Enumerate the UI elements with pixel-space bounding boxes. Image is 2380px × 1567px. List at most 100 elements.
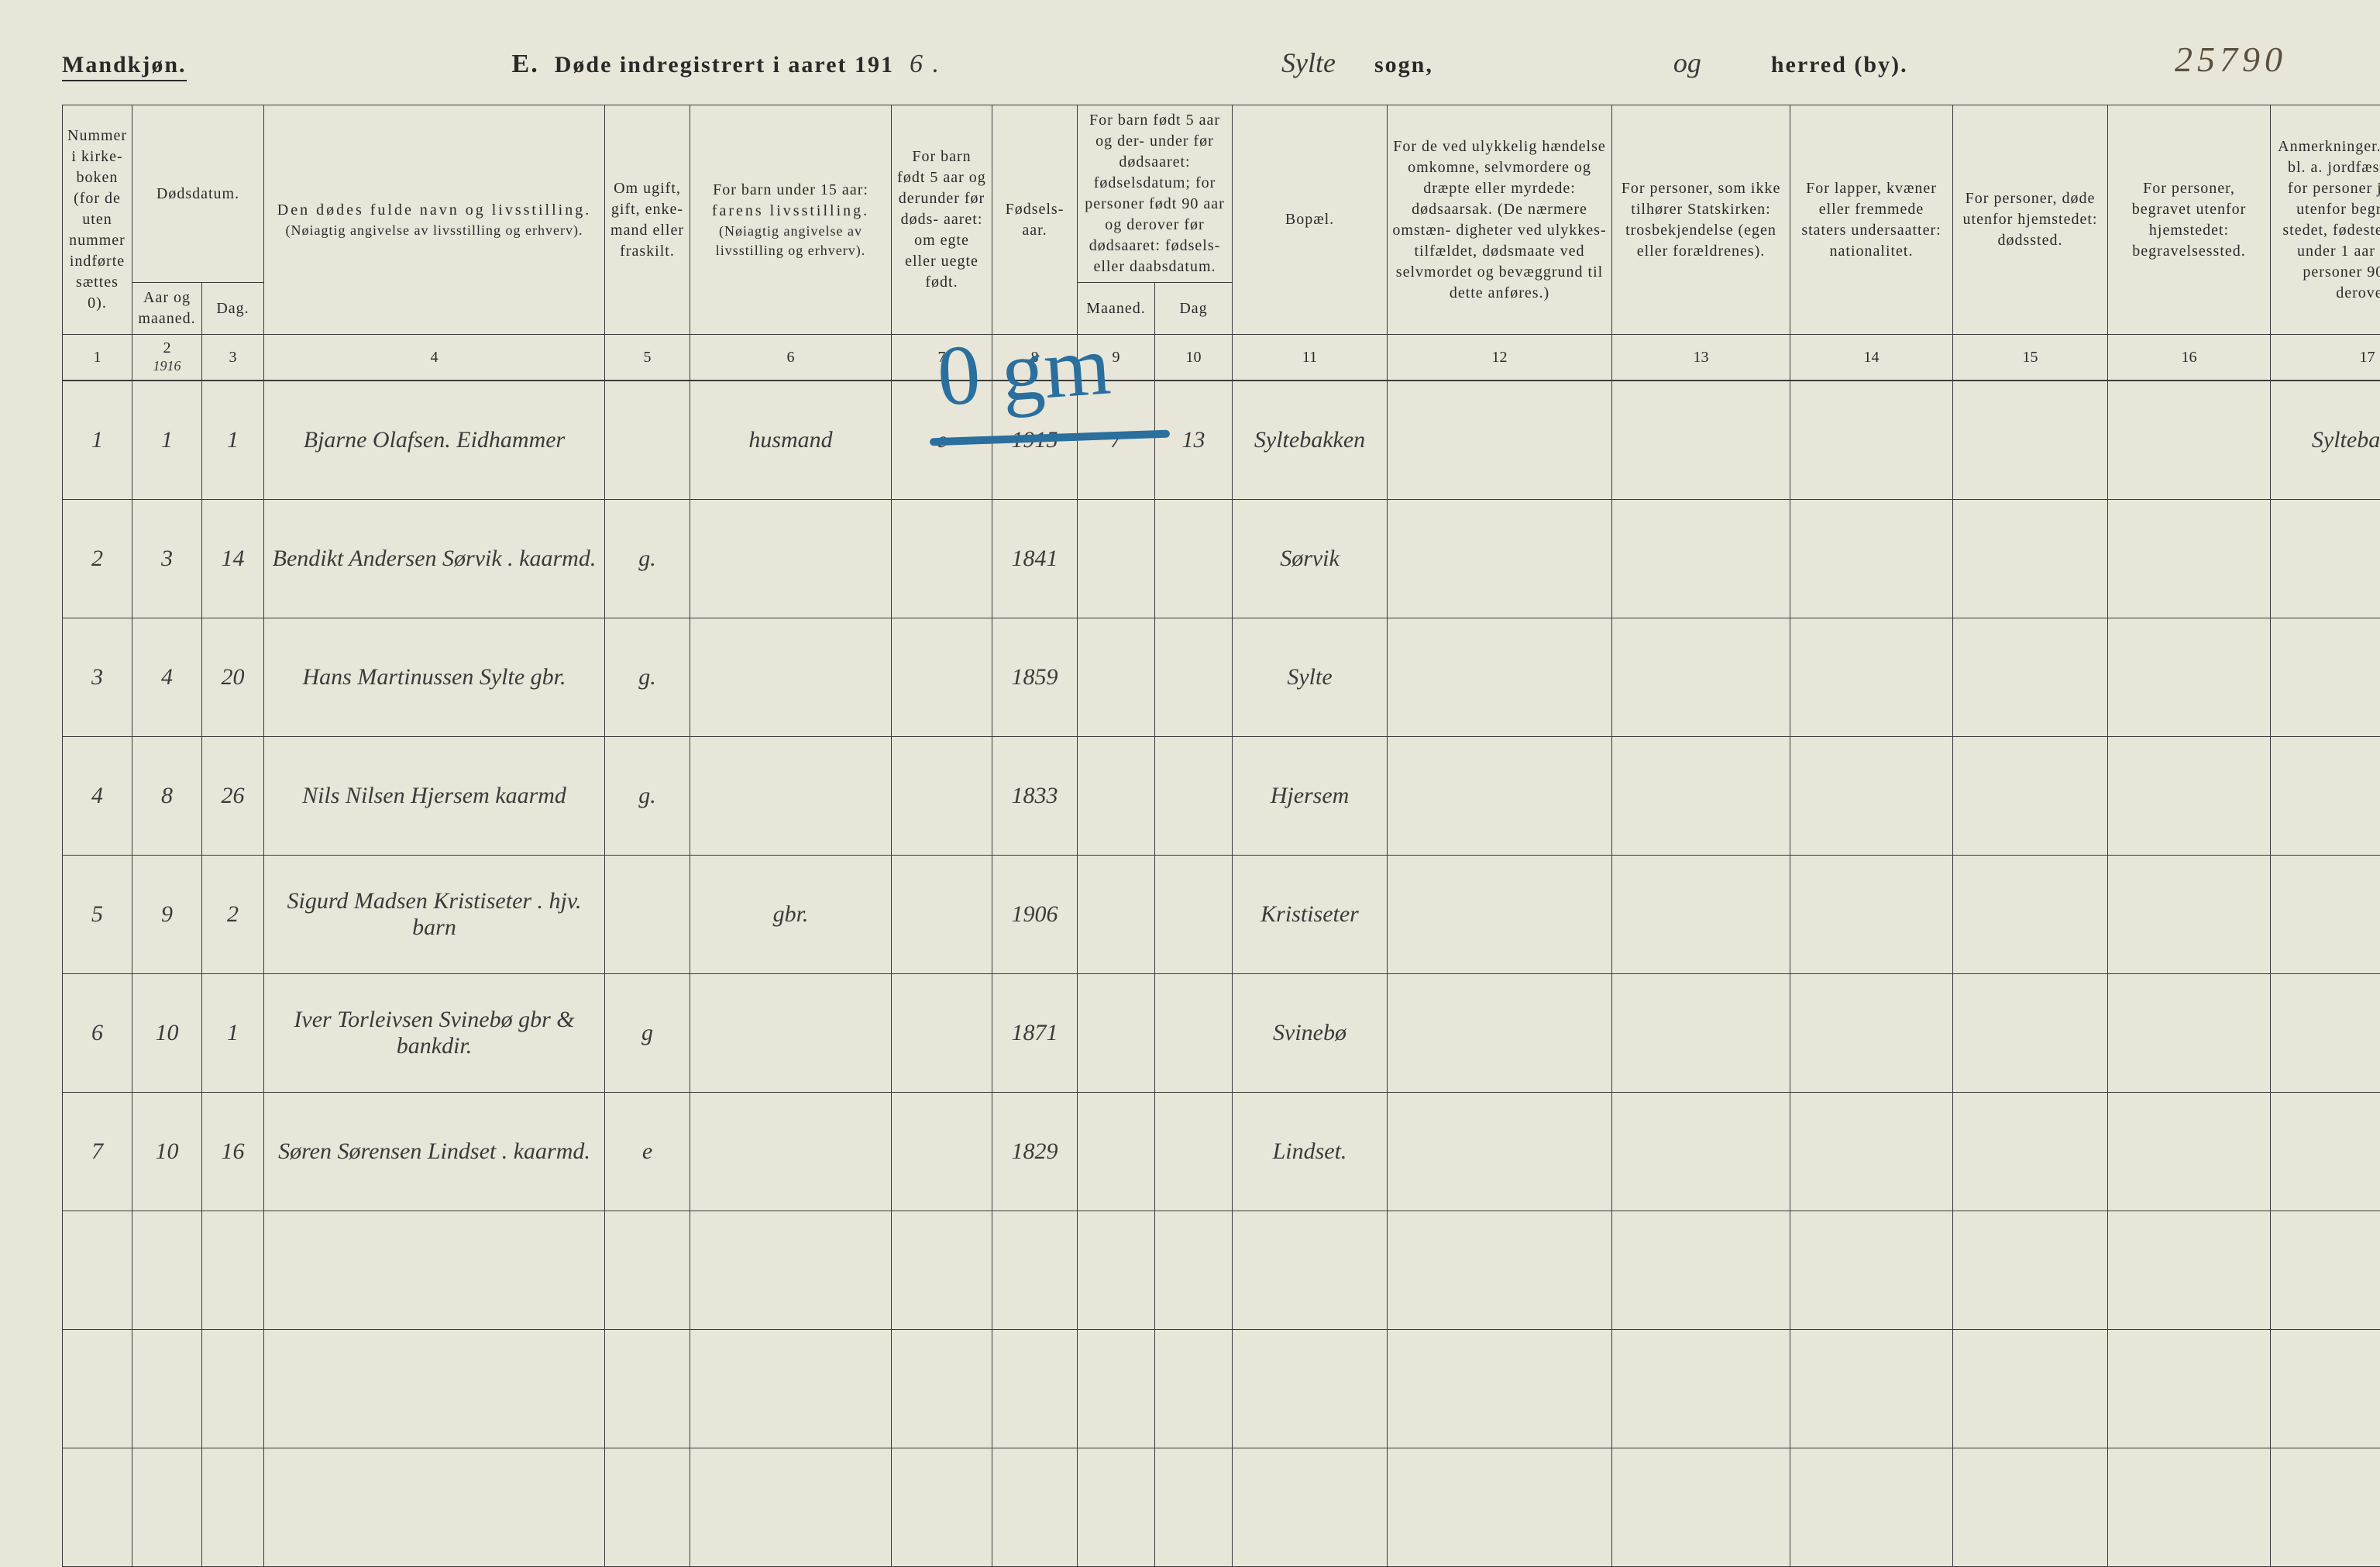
cell-c2: 10 <box>132 974 202 1093</box>
cell-c8: 1841 <box>992 500 1078 618</box>
cell-c1: 3 <box>63 618 132 737</box>
cell-blank <box>132 1211 202 1330</box>
cell-c14 <box>1790 856 1953 974</box>
cell-c11: Lindset. <box>1233 1093 1388 1211</box>
cell-c6 <box>690 500 892 618</box>
cell-c2: 10 <box>132 1093 202 1211</box>
colnum-3: 3 <box>202 335 264 381</box>
cell-blank <box>132 1448 202 1567</box>
hdr-col4: Den dødes fulde navn og livsstilling. (N… <box>264 105 605 335</box>
cell-c8: 1829 <box>992 1093 1078 1211</box>
hdr-col3-sub: Dag. <box>202 283 264 335</box>
table-header: Nummer i kirke- boken (for de uten numme… <box>63 105 2380 335</box>
cell-blank <box>690 1448 892 1567</box>
cell-c16 <box>2108 1093 2271 1211</box>
table-row: 3420Hans Martinussen Sylte gbr.g.1859Syl… <box>63 618 2380 737</box>
cell-c3: 20 <box>202 618 264 737</box>
cell-c17 <box>2271 1093 2380 1211</box>
cell-c4: Iver Torleivsen Svinebø gbr & bankdir. <box>264 974 605 1093</box>
cell-c8: 1915 <box>992 381 1078 500</box>
cell-blank <box>892 1448 992 1567</box>
cell-blank <box>892 1211 992 1330</box>
colnum-10: 10 <box>1155 335 1233 381</box>
cell-c16 <box>2108 500 2271 618</box>
cell-blank <box>1155 1330 1233 1448</box>
hdr-col9-sub: Maaned. <box>1078 283 1155 335</box>
cell-c10 <box>1155 500 1233 618</box>
cell-c11: Sørvik <box>1233 500 1388 618</box>
cell-c7 <box>892 1093 992 1211</box>
cell-c5: e <box>605 1093 690 1211</box>
hdr-col10-sub: Dag <box>1155 283 1233 335</box>
cell-c15 <box>1953 974 2108 1093</box>
cell-c14 <box>1790 1093 1953 1211</box>
cell-c13 <box>1612 500 1790 618</box>
cell-blank <box>2271 1330 2380 1448</box>
cell-blank <box>1155 1211 1233 1330</box>
cell-c3: 1 <box>202 974 264 1093</box>
cell-c10 <box>1155 737 1233 856</box>
cell-c14 <box>1790 500 1953 618</box>
cell-c3: 26 <box>202 737 264 856</box>
cell-c11: Syltebakken <box>1233 381 1388 500</box>
hdr-col1: Nummer i kirke- boken (for de uten numme… <box>63 105 132 335</box>
cell-blank <box>1078 1330 1155 1448</box>
cell-c13 <box>1612 1093 1790 1211</box>
cell-c12 <box>1388 381 1612 500</box>
cell-c2: 9 <box>132 856 202 974</box>
colnum-2: 2 1916 <box>132 335 202 381</box>
colnum-6: 6 <box>690 335 892 381</box>
cell-c13 <box>1612 737 1790 856</box>
cell-c6 <box>690 737 892 856</box>
colnum-14: 14 <box>1790 335 1953 381</box>
cell-blank <box>1953 1330 2108 1448</box>
cell-c9 <box>1078 1093 1155 1211</box>
hdr-col6-c: (Nøiagtig angivelse av livsstilling og e… <box>695 222 886 260</box>
hdr-col14: For lapper, kvæner eller fremmede stater… <box>1790 105 1953 335</box>
cell-blank <box>2108 1330 2271 1448</box>
colnum-1: 1 <box>63 335 132 381</box>
colnum-15: 15 <box>1953 335 2108 381</box>
cell-c17 <box>2271 856 2380 974</box>
cell-c3: 14 <box>202 500 264 618</box>
hdr-col6-a: For barn under 15 aar: <box>695 180 886 201</box>
cell-blank <box>264 1211 605 1330</box>
cell-blank <box>202 1211 264 1330</box>
corner-number: 25790 <box>2175 39 2287 80</box>
cell-c1: 4 <box>63 737 132 856</box>
cell-c2: 8 <box>132 737 202 856</box>
cell-c7: e <box>892 381 992 500</box>
cell-c11: Svinebø <box>1233 974 1388 1093</box>
register-table: Nummer i kirke- boken (for de uten numme… <box>62 105 2380 1567</box>
cell-blank <box>63 1448 132 1567</box>
cell-c8: 1859 <box>992 618 1078 737</box>
cell-blank <box>1388 1330 1612 1448</box>
cell-blank <box>1612 1330 1790 1448</box>
sogn-handwritten: Sylte <box>1281 46 1336 79</box>
cell-c14 <box>1790 974 1953 1093</box>
hdr-col9-10: For barn født 5 aar og der- under før dø… <box>1078 105 1233 283</box>
hdr-col4-b: (Nøiagtig angivelse av livsstilling og e… <box>269 221 600 239</box>
cell-c5: g. <box>605 618 690 737</box>
title-row: Mandkjøn. E. Døde indregistrert i aaret … <box>62 46 2334 81</box>
hdr-col15: For personer, døde utenfor hjemstedet: d… <box>1953 105 2108 335</box>
cell-blank <box>2271 1211 2380 1330</box>
title-line: E. Døde indregistrert i aaret 191 6 . <box>512 50 941 79</box>
cell-blank <box>1233 1448 1388 1567</box>
title-prefix: E. <box>512 50 539 79</box>
cell-c9 <box>1078 856 1155 974</box>
subyear-1916: 1916 <box>153 358 181 374</box>
table-row: 111Bjarne Olafsen. Eidhammerhusmande1915… <box>63 381 2380 500</box>
cell-c16 <box>2108 618 2271 737</box>
cell-c16 <box>2108 381 2271 500</box>
cell-c13 <box>1612 381 1790 500</box>
cell-c7 <box>892 500 992 618</box>
cell-c1: 7 <box>63 1093 132 1211</box>
cell-c9 <box>1078 974 1155 1093</box>
cell-c15 <box>1953 381 2108 500</box>
cell-c12 <box>1388 618 1612 737</box>
cell-c9 <box>1078 737 1155 856</box>
cell-c11: Kristiseter <box>1233 856 1388 974</box>
cell-c2: 4 <box>132 618 202 737</box>
cell-c16 <box>2108 737 2271 856</box>
